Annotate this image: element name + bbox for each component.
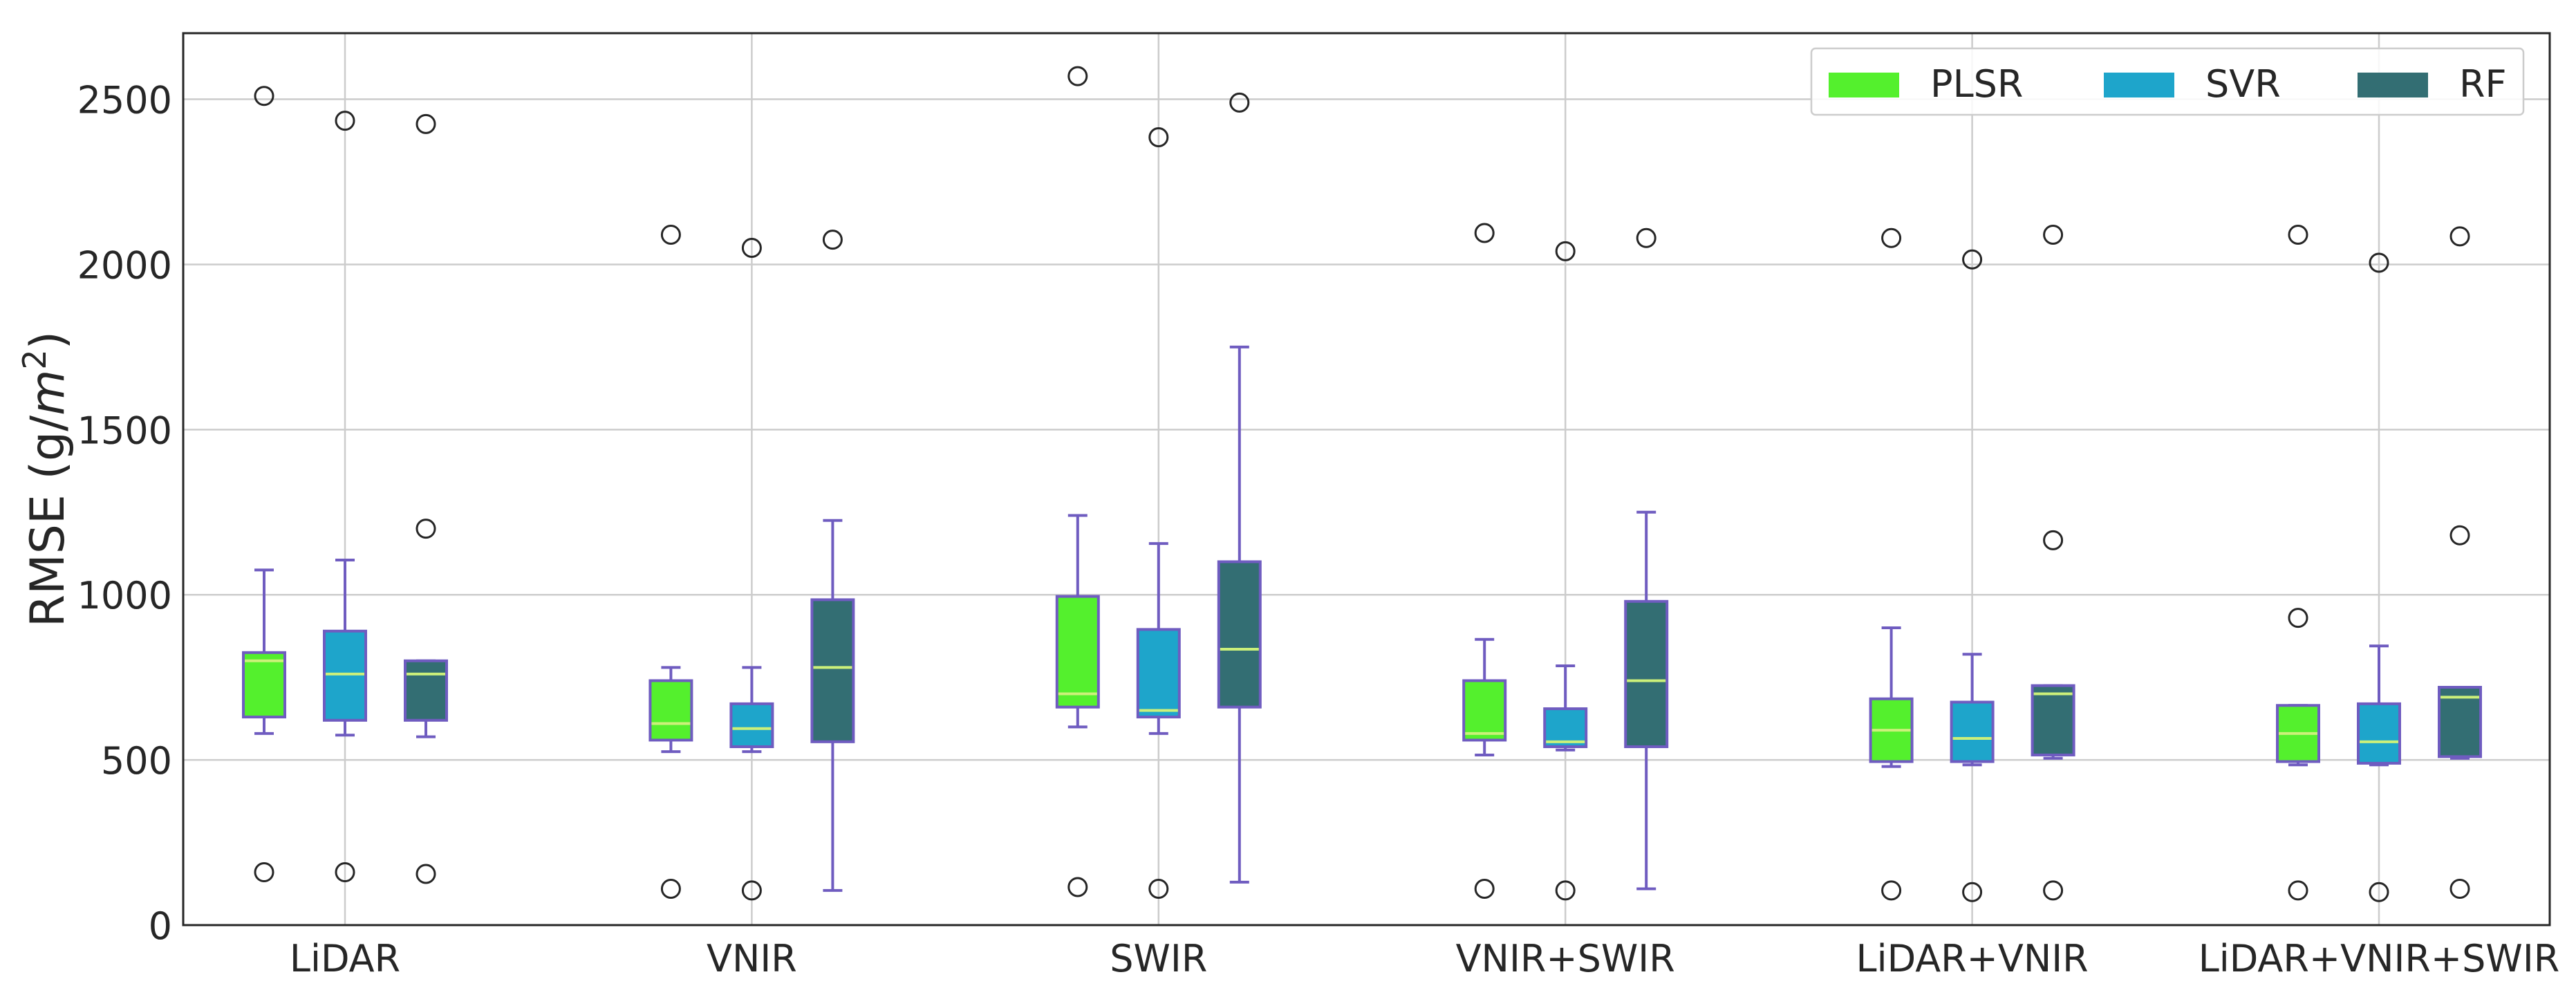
outlier-point bbox=[1636, 227, 1656, 248]
legend: PLSR SVR RF bbox=[1810, 47, 2525, 116]
box-svr-vnir-swir bbox=[1543, 241, 1588, 901]
outlier-point bbox=[822, 230, 843, 250]
outlier-point bbox=[2369, 252, 2389, 273]
box-plsr-vnir bbox=[648, 224, 693, 899]
outlier-point bbox=[1881, 227, 1902, 248]
outlier-point bbox=[2288, 608, 2308, 628]
y-axis-label: RMSE (g/m2) bbox=[16, 331, 75, 627]
box-plsr-swir bbox=[1055, 66, 1100, 897]
box-svr-lidar bbox=[323, 111, 367, 883]
box-rf-lidar bbox=[404, 113, 448, 884]
outlier-point bbox=[2043, 224, 2064, 245]
box-plsr-lidar-vnir-swir bbox=[2276, 224, 2320, 901]
x-tick-label: LiDAR+VNIR+SWIR bbox=[2199, 937, 2560, 980]
box-iqr bbox=[1462, 679, 1507, 742]
outlier-point bbox=[1474, 878, 1495, 899]
y-tick-label: 0 bbox=[149, 904, 172, 948]
axis-layer: 0 500 1000 1500 2000 2500 LiDAR VNIR SWIR VNIR+SW… bbox=[77, 79, 2560, 980]
x-tick-label: VNIR+SWIR bbox=[1456, 937, 1675, 980]
y-tick-label: 2500 bbox=[77, 79, 172, 122]
outlier-point bbox=[2043, 880, 2064, 901]
outlier-point bbox=[416, 864, 436, 884]
outlier-point bbox=[1067, 877, 1088, 897]
outlier-point bbox=[1962, 882, 1983, 902]
legend-label-plsr: PLSR bbox=[1930, 62, 2023, 106]
outlier-point bbox=[1881, 880, 1902, 901]
outlier-point bbox=[416, 519, 436, 539]
box-iqr bbox=[1217, 560, 1262, 709]
box-svr-swir bbox=[1136, 127, 1181, 899]
outlier-point bbox=[2449, 878, 2470, 899]
outlier-point bbox=[1555, 241, 1576, 261]
box-iqr bbox=[2438, 686, 2482, 758]
y-tick-label: 1000 bbox=[77, 574, 172, 617]
box-iqr bbox=[2357, 702, 2401, 765]
outlier-point bbox=[416, 113, 436, 134]
box-rf-vnir-swir bbox=[1624, 227, 1669, 891]
outlier-point bbox=[1067, 66, 1088, 86]
outlier-point bbox=[1229, 92, 1250, 113]
outlier-point bbox=[254, 86, 274, 106]
outlier-point bbox=[1962, 249, 1983, 270]
box-iqr bbox=[1136, 628, 1181, 719]
outlier-point bbox=[2449, 226, 2470, 247]
y-tick-label: 500 bbox=[101, 739, 172, 783]
y-tick-label: 1500 bbox=[77, 409, 172, 452]
x-tick-label: SWIR bbox=[1110, 937, 1207, 980]
box-iqr bbox=[648, 679, 693, 742]
box-plsr-vnir-swir bbox=[1462, 223, 1507, 899]
legend-label-rf: RF bbox=[2459, 62, 2507, 106]
box-iqr bbox=[323, 629, 367, 722]
box-rf-lidar-vnir bbox=[2031, 224, 2075, 901]
legend-swatch-rf bbox=[2358, 73, 2428, 97]
x-tick-label: LiDAR bbox=[290, 937, 400, 980]
outlier-point bbox=[1474, 223, 1495, 243]
box-iqr bbox=[2031, 684, 2075, 756]
outlier-point bbox=[741, 238, 762, 259]
outlier-point bbox=[335, 111, 355, 131]
outlier-point bbox=[660, 878, 681, 899]
box-iqr bbox=[1055, 595, 1100, 709]
box-plsr-lidar-vnir bbox=[1869, 227, 1914, 901]
outlier-point bbox=[2369, 882, 2389, 902]
box-svr-vnir bbox=[729, 238, 774, 901]
box-rf-swir bbox=[1217, 92, 1262, 884]
y-tick-label: 2000 bbox=[77, 243, 172, 287]
outlier-point bbox=[1148, 878, 1169, 899]
box-iqr bbox=[404, 659, 448, 722]
outlier-point bbox=[2449, 525, 2470, 546]
legend-label-svr: SVR bbox=[2205, 62, 2281, 106]
x-tick-label: VNIR bbox=[707, 937, 797, 980]
outlier-point bbox=[335, 862, 355, 883]
outlier-point bbox=[254, 862, 274, 883]
box-iqr bbox=[810, 598, 855, 743]
box-iqr bbox=[1950, 700, 1995, 763]
plot-frame bbox=[182, 32, 2551, 926]
box-svr-lidar-vnir bbox=[1950, 249, 1995, 902]
box-iqr bbox=[1624, 599, 1669, 748]
outlier-point bbox=[2288, 224, 2308, 245]
box-rf-lidar-vnir-swir bbox=[2438, 226, 2482, 899]
legend-swatch-svr bbox=[2104, 73, 2174, 97]
outlier-point bbox=[1555, 880, 1576, 901]
outlier-point bbox=[2288, 880, 2308, 901]
x-tick-label: LiDAR+VNIR bbox=[1856, 937, 2088, 980]
box-layer bbox=[242, 66, 2482, 902]
outlier-point bbox=[741, 880, 762, 901]
legend-swatch-plsr bbox=[1829, 73, 1899, 97]
grid-layer bbox=[183, 33, 2550, 926]
outlier-point bbox=[660, 224, 681, 245]
outlier-point bbox=[1148, 127, 1169, 147]
box-svr-lidar-vnir-swir bbox=[2357, 252, 2401, 902]
box-rf-vnir bbox=[810, 230, 855, 892]
box-plsr-lidar bbox=[242, 86, 286, 883]
outlier-point bbox=[2043, 530, 2064, 550]
box-iqr bbox=[729, 702, 774, 749]
box-iqr bbox=[242, 651, 286, 718]
